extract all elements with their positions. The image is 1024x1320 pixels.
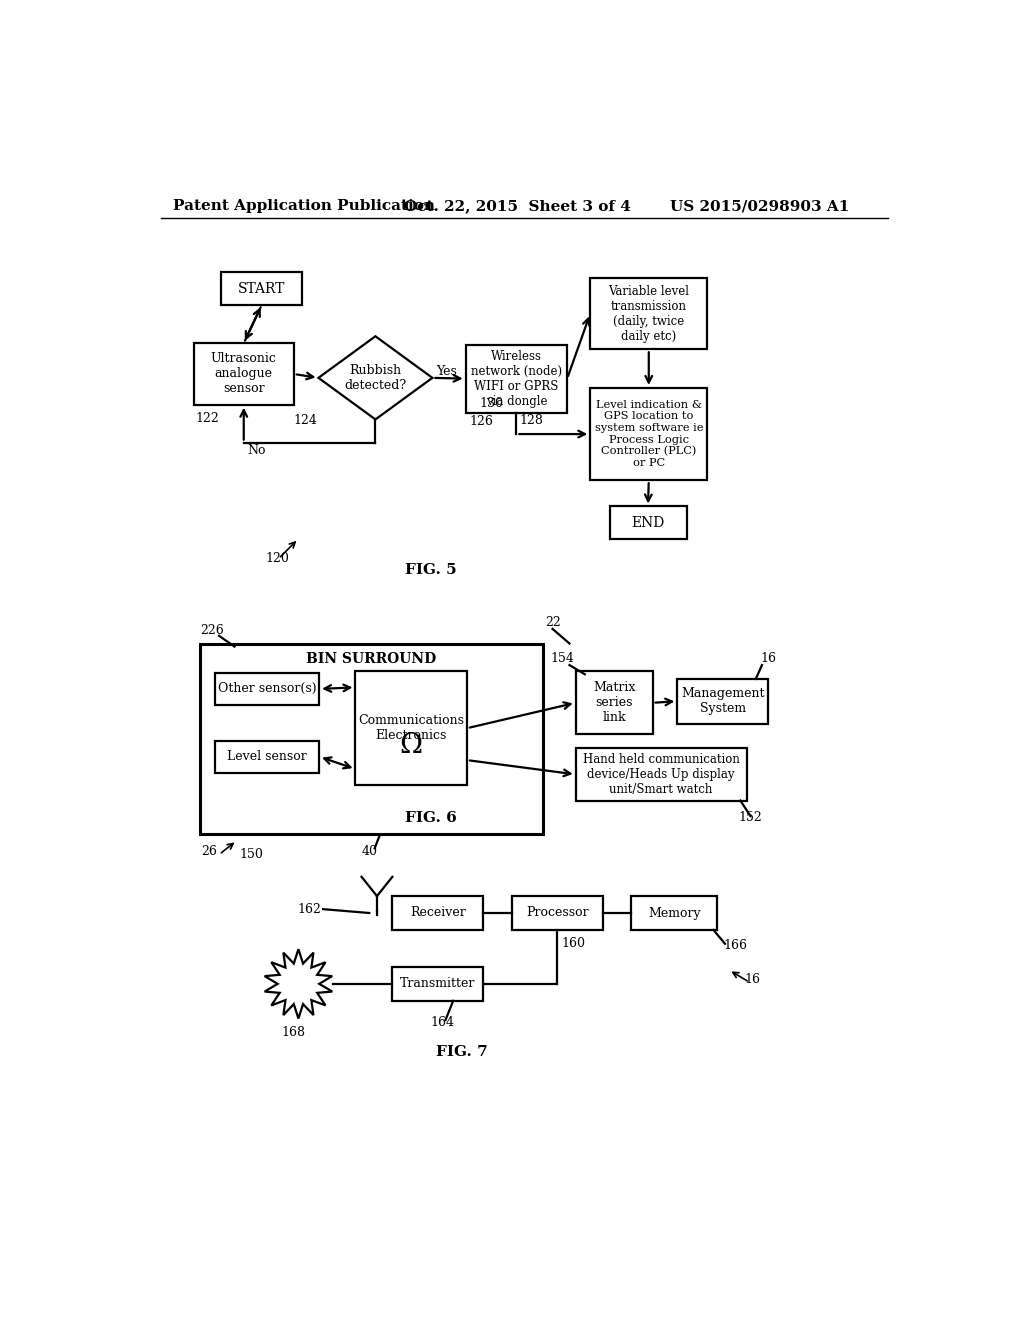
FancyBboxPatch shape bbox=[590, 388, 708, 480]
Text: 154: 154 bbox=[550, 652, 574, 665]
Text: 168: 168 bbox=[282, 1026, 305, 1039]
Text: Ω: Ω bbox=[399, 731, 423, 759]
FancyBboxPatch shape bbox=[590, 277, 708, 350]
Text: 152: 152 bbox=[739, 810, 763, 824]
Text: Management
System: Management System bbox=[681, 688, 765, 715]
Text: Communications
Electronics: Communications Electronics bbox=[358, 714, 464, 742]
FancyBboxPatch shape bbox=[575, 671, 652, 734]
FancyBboxPatch shape bbox=[677, 678, 768, 723]
Text: 150: 150 bbox=[240, 847, 264, 861]
Text: Other sensor(s): Other sensor(s) bbox=[218, 682, 316, 696]
FancyBboxPatch shape bbox=[575, 748, 746, 800]
FancyBboxPatch shape bbox=[355, 671, 467, 785]
Text: FIG. 6: FIG. 6 bbox=[404, 810, 457, 825]
Text: Patent Application Publication: Patent Application Publication bbox=[173, 199, 435, 213]
Text: 130: 130 bbox=[479, 397, 504, 409]
Text: Rubbish
detected?: Rubbish detected? bbox=[344, 364, 407, 392]
Text: 128: 128 bbox=[519, 413, 544, 426]
Text: Transmitter: Transmitter bbox=[400, 977, 475, 990]
Text: Variable level
transmission
(daily, twice
daily etc): Variable level transmission (daily, twic… bbox=[608, 285, 689, 343]
FancyBboxPatch shape bbox=[194, 343, 294, 405]
FancyBboxPatch shape bbox=[221, 272, 302, 305]
Text: 16: 16 bbox=[744, 973, 760, 986]
Text: Ultrasonic
analogue
sensor: Ultrasonic analogue sensor bbox=[211, 352, 276, 396]
Text: 124: 124 bbox=[293, 414, 316, 428]
FancyBboxPatch shape bbox=[466, 345, 567, 412]
Text: Processor: Processor bbox=[526, 907, 589, 920]
Polygon shape bbox=[264, 949, 332, 1019]
Text: FIG. 5: FIG. 5 bbox=[406, 564, 457, 577]
FancyBboxPatch shape bbox=[215, 741, 319, 774]
Text: 16: 16 bbox=[761, 652, 776, 665]
Text: Oct. 22, 2015  Sheet 3 of 4: Oct. 22, 2015 Sheet 3 of 4 bbox=[403, 199, 631, 213]
Text: 126: 126 bbox=[469, 416, 494, 428]
Text: END: END bbox=[632, 516, 665, 529]
Text: 122: 122 bbox=[196, 412, 219, 425]
Text: 164: 164 bbox=[430, 1016, 454, 1028]
Text: 160: 160 bbox=[561, 937, 585, 950]
Text: 22: 22 bbox=[545, 616, 560, 630]
FancyBboxPatch shape bbox=[512, 896, 602, 929]
Text: BIN SURROUND: BIN SURROUND bbox=[306, 652, 436, 665]
Text: Wireless
network (node)
WIFI or GPRS
via dongle: Wireless network (node) WIFI or GPRS via… bbox=[471, 350, 562, 408]
Text: 26: 26 bbox=[202, 845, 217, 858]
Text: 162: 162 bbox=[298, 903, 322, 916]
Text: Level indication &
GPS location to
system software ie
Process Logic
Controller (: Level indication & GPS location to syste… bbox=[595, 400, 703, 469]
FancyBboxPatch shape bbox=[392, 966, 483, 1001]
FancyBboxPatch shape bbox=[200, 644, 543, 834]
FancyBboxPatch shape bbox=[215, 673, 319, 705]
Polygon shape bbox=[318, 337, 432, 420]
Text: US 2015/0298903 A1: US 2015/0298903 A1 bbox=[670, 199, 849, 213]
Text: Matrix
series
link: Matrix series link bbox=[593, 681, 635, 725]
FancyBboxPatch shape bbox=[392, 896, 483, 929]
Text: No: No bbox=[248, 444, 266, 457]
Text: 166: 166 bbox=[724, 939, 748, 952]
Text: FIG. 7: FIG. 7 bbox=[436, 1044, 487, 1059]
Text: Level sensor: Level sensor bbox=[227, 750, 307, 763]
FancyBboxPatch shape bbox=[609, 507, 686, 539]
FancyBboxPatch shape bbox=[631, 896, 717, 929]
Text: Receiver: Receiver bbox=[410, 907, 466, 920]
Text: 40: 40 bbox=[361, 845, 378, 858]
Text: Memory: Memory bbox=[648, 907, 700, 920]
Text: START: START bbox=[239, 281, 286, 296]
Text: Hand held communication
device/Heads Up display
unit/Smart watch: Hand held communication device/Heads Up … bbox=[583, 752, 739, 796]
Text: Yes: Yes bbox=[436, 366, 457, 379]
Text: 226: 226 bbox=[200, 624, 223, 638]
Text: 120: 120 bbox=[265, 552, 289, 565]
